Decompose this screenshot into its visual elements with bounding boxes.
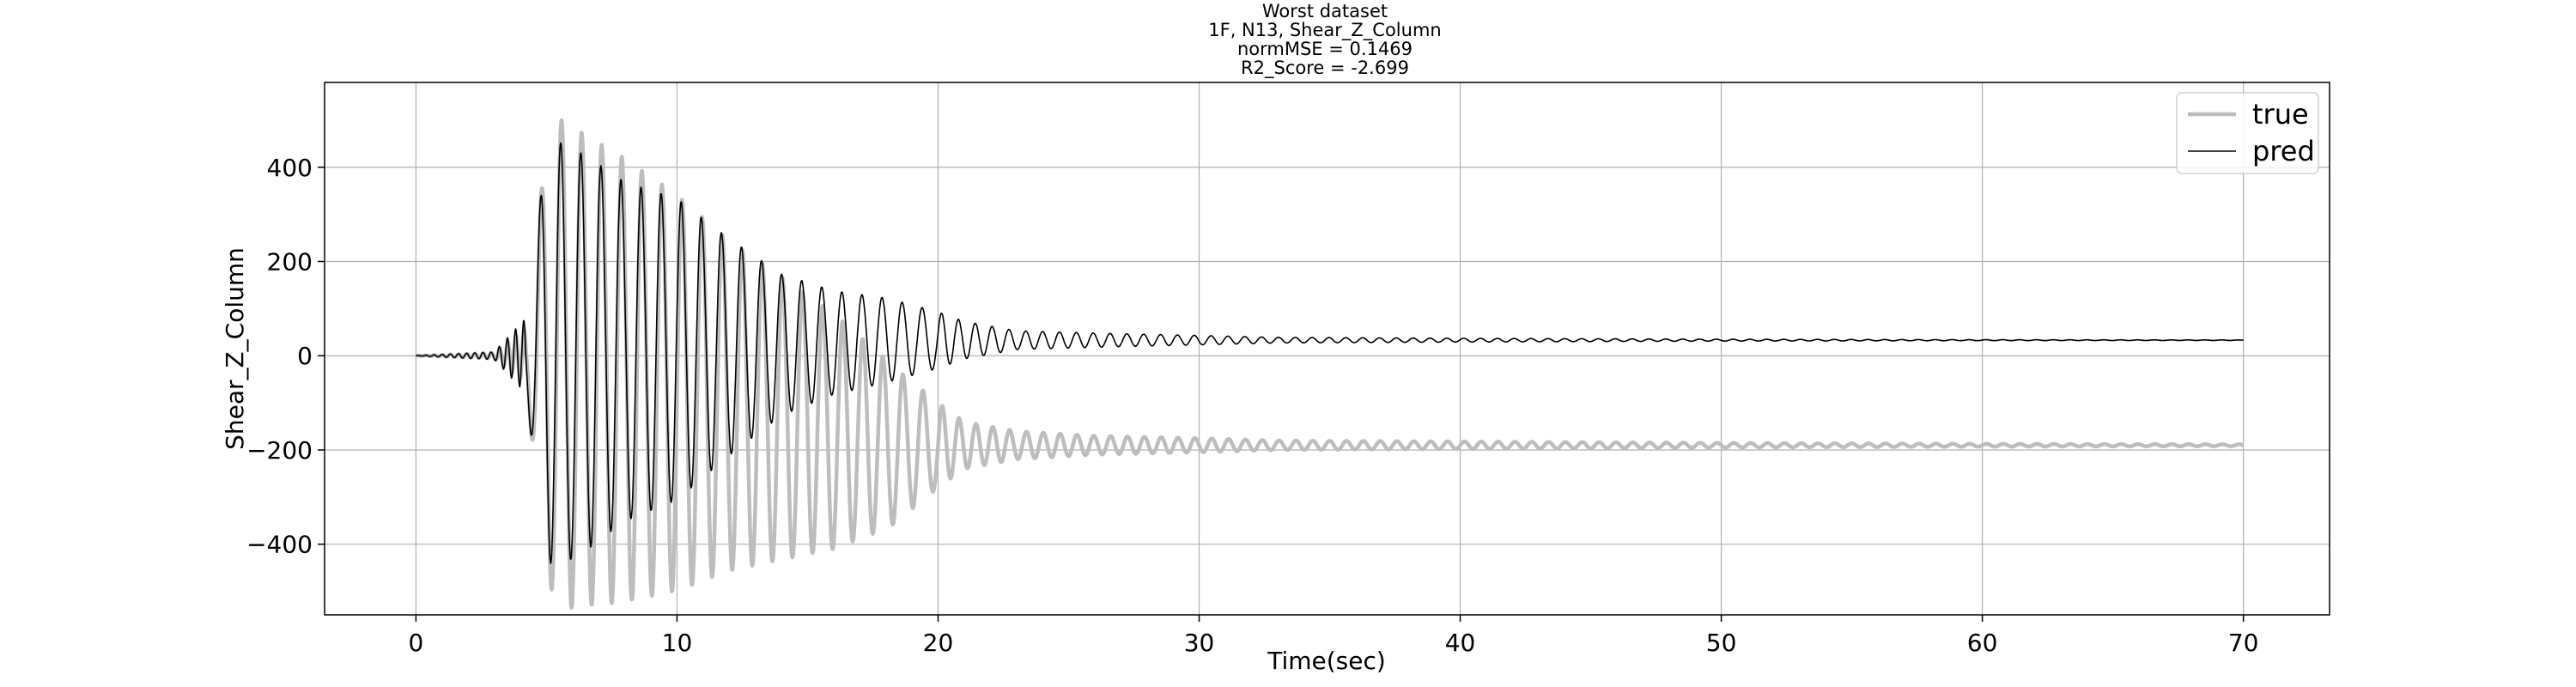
y-tick-label: −400 — [246, 531, 313, 559]
title-line-3: normMSE = 0.1469 — [1237, 39, 1413, 59]
y-axis-ticks: −400 −200 0 200 400 — [246, 154, 325, 559]
grid — [325, 82, 2330, 615]
legend-label-pred: pred — [2252, 135, 2315, 167]
y-axis-label: Shear_Z_Column — [221, 247, 249, 450]
x-tick-label: 0 — [408, 629, 423, 657]
x-tick-label: 10 — [662, 629, 693, 657]
x-axis-label: Time(sec) — [1267, 647, 1386, 675]
series-true-line — [414, 118, 2245, 610]
legend: true pred — [2176, 92, 2319, 174]
x-tick-label: 70 — [2228, 629, 2259, 657]
series-layer — [414, 118, 2245, 610]
legend-label-true: true — [2252, 98, 2309, 131]
x-axis-ticks: 0 10 20 30 40 50 60 70 — [408, 615, 2258, 657]
y-tick-label: 400 — [267, 154, 313, 182]
chart-title: Worst dataset 1F, N13, Shear_Z_Column no… — [1208, 1, 1441, 79]
series-pred-line — [416, 142, 2244, 564]
title-line-4: R2_Score = -2.699 — [1241, 58, 1409, 79]
x-tick-label: 50 — [1706, 629, 1737, 657]
x-tick-label: 40 — [1445, 629, 1476, 657]
x-tick-label: 20 — [923, 629, 954, 657]
title-line-1: Worst dataset — [1262, 1, 1388, 21]
x-tick-label: 60 — [1967, 629, 1998, 657]
y-tick-label: 0 — [297, 342, 313, 370]
title-line-2: 1F, N13, Shear_Z_Column — [1208, 20, 1441, 41]
y-tick-label: 200 — [267, 247, 313, 276]
x-tick-label: 30 — [1184, 629, 1215, 657]
plot-frame — [324, 82, 2330, 616]
y-tick-label: −200 — [246, 436, 313, 465]
